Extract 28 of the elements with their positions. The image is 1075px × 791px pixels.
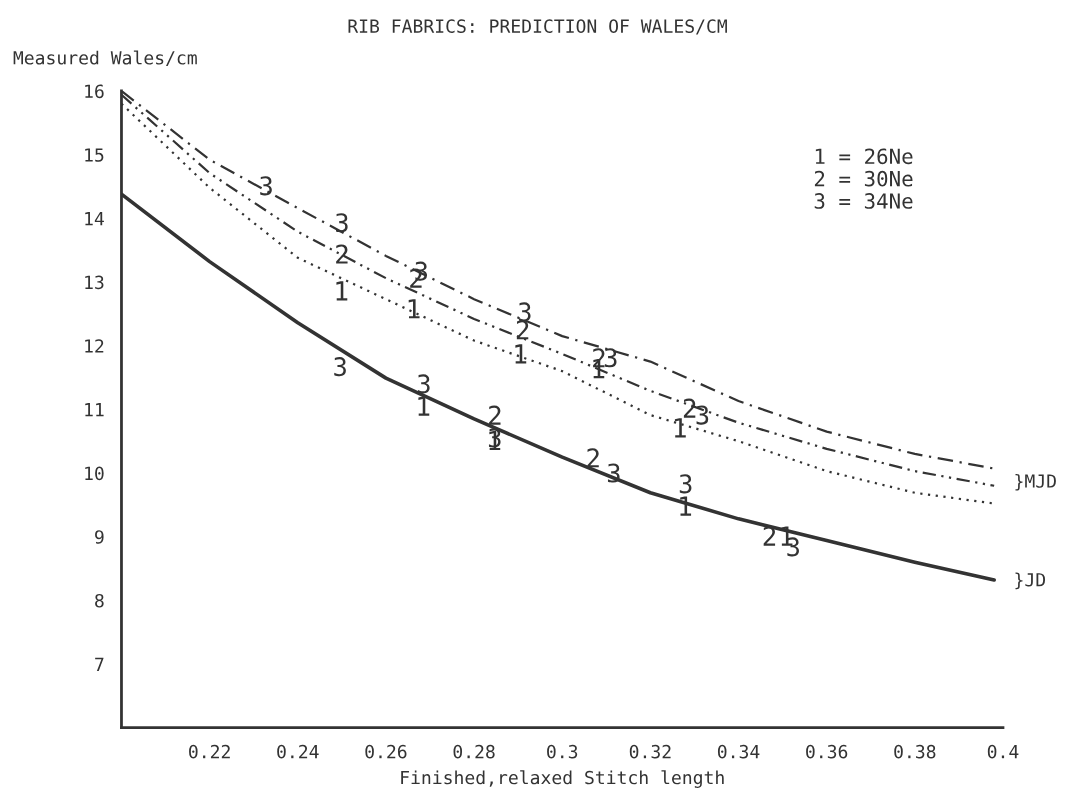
y-tick-label: 14 — [85, 212, 104, 226]
y-tick-label: 15 — [85, 148, 104, 162]
y-tick-label: 9 — [95, 530, 104, 544]
x-tick-label: 0.28 — [453, 744, 495, 759]
text: }MJD — [1015, 473, 1056, 491]
x-tick-label: 0.4 — [987, 744, 1019, 759]
x-tick-label: 0.32 — [629, 744, 671, 759]
y-tick-label: 7 — [95, 657, 104, 671]
x-tick-label: 0.22 — [189, 744, 230, 759]
y-tick-label: 13 — [85, 275, 104, 290]
y-tick-label: 12 — [85, 339, 104, 353]
y-tick-label: 16 — [85, 84, 104, 99]
x-tick-label: 0.36 — [806, 744, 848, 759]
y-tick-label: 8 — [95, 593, 104, 608]
text: }JD — [1015, 572, 1046, 590]
y-tick-label: 10 — [85, 466, 104, 481]
text: 3 = 34Ne — [814, 193, 913, 209]
x-tick-label: 0.3 — [547, 744, 578, 759]
y-tick-label: 11 — [85, 403, 104, 417]
x-tick-label: 0.34 — [717, 744, 760, 759]
text: 1 = 26Ne — [815, 148, 913, 165]
y-axis-title: Measured Wales/cm — [13, 50, 197, 67]
text: 2 = 30Ne — [814, 170, 913, 187]
x-tick-label: 0.26 — [365, 744, 407, 759]
x-axis-title: Finished,relaxed Stitch length — [401, 770, 724, 788]
x-tick-label: 0.24 — [277, 744, 319, 759]
chart-title: RIB FABRICS: PREDICTION OF WALES/CM — [348, 19, 727, 35]
x-tick-label: 0.38 — [894, 744, 936, 759]
